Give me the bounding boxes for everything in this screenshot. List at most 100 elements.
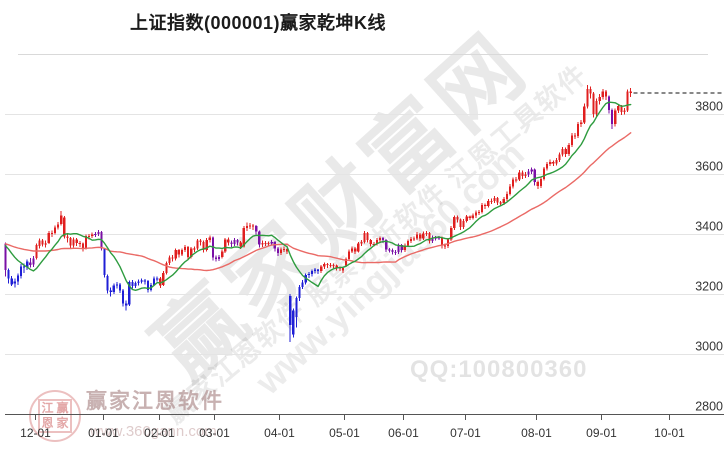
- candle-body: [183, 247, 187, 251]
- candle-body: [72, 239, 75, 246]
- candle-body: [419, 234, 422, 239]
- candle-body: [391, 249, 394, 252]
- candle-body: [484, 204, 487, 207]
- x-axis-label-09-01: 09-01: [586, 426, 617, 440]
- y-axis-label-2800: 2800: [695, 400, 723, 414]
- candle-body: [329, 264, 332, 266]
- candle-body: [320, 266, 323, 271]
- candle-body: [576, 124, 580, 136]
- candle-body: [295, 298, 298, 318]
- candle-body: [187, 247, 190, 257]
- candle-body: [570, 135, 573, 146]
- candle-body: [313, 269, 317, 272]
- candle-body: [221, 251, 224, 257]
- candle-body: [248, 225, 252, 227]
- candle-body: [239, 242, 242, 247]
- candle-body: [199, 240, 202, 243]
- candle-body: [403, 245, 406, 250]
- candle-body: [617, 106, 620, 111]
- candle-body: [431, 237, 434, 241]
- candle-body: [32, 258, 35, 265]
- candle-body: [118, 284, 122, 291]
- x-axis-label-12-01: 12-01: [20, 426, 51, 440]
- candle-body: [511, 179, 515, 187]
- candle-body: [47, 232, 50, 243]
- x-axis-ticks: 12-01 01-01 02-01 03-01 04-01 05-01 06-01 07-01…: [20, 414, 685, 440]
- candle-body: [443, 245, 447, 247]
- y-axis-label-3800: 3800: [695, 100, 723, 114]
- candle-body: [385, 240, 388, 250]
- candle-body: [481, 204, 484, 213]
- candle-body: [539, 179, 543, 186]
- candle-body: [378, 237, 382, 240]
- candle-body: [106, 276, 109, 291]
- candle-body: [527, 171, 530, 175]
- candle-body: [561, 149, 564, 155]
- candle-body: [567, 145, 570, 155]
- candle-body: [468, 216, 471, 218]
- candle-body: [156, 278, 159, 280]
- candle-body: [217, 256, 221, 259]
- candle-body: [394, 252, 397, 253]
- candle-body: [26, 261, 29, 267]
- candle-body: [397, 245, 400, 252]
- candle-body: [555, 159, 558, 164]
- seal-char: 家: [56, 416, 69, 430]
- candle-body: [422, 233, 425, 239]
- candle-body: [357, 243, 360, 252]
- candle-body: [193, 248, 196, 250]
- candle-body: [143, 280, 146, 282]
- candle-body: [245, 226, 249, 228]
- candle-body: [152, 278, 156, 285]
- candle-body: [122, 290, 125, 304]
- candle-body: [252, 225, 255, 227]
- chart-title: 上证指数(000001)赢家乾坤K线: [129, 13, 387, 33]
- candle-body: [614, 110, 617, 125]
- candle-body: [354, 248, 357, 252]
- candle-body: [13, 281, 16, 284]
- seal-logo-characters: 江 赢 恩 家: [38, 399, 72, 433]
- candle-body: [171, 257, 174, 259]
- candle-body: [453, 217, 456, 228]
- candle-body: [282, 249, 286, 250]
- candle-body: [335, 265, 338, 268]
- candle-body: [165, 263, 168, 273]
- candle-body: [258, 231, 261, 245]
- candle-body: [180, 250, 184, 255]
- candle-body: [190, 248, 193, 257]
- candle-body: [264, 243, 267, 244]
- candle-body: [66, 236, 69, 239]
- candle-body: [196, 240, 199, 249]
- candle-body: [508, 186, 512, 194]
- candle-body: [97, 231, 100, 234]
- candle-body: [375, 240, 378, 244]
- candle-body: [549, 162, 552, 164]
- overlay-long-ma: [4, 132, 632, 272]
- candle-body: [499, 202, 502, 204]
- candle-body: [428, 233, 431, 241]
- candle-body: [524, 174, 527, 176]
- candle-body: [177, 250, 180, 255]
- candle-body: [224, 239, 227, 252]
- x-axis-label-10-01: 10-01: [654, 426, 685, 440]
- candle-body: [211, 237, 214, 258]
- candle-body: [552, 162, 555, 164]
- candle-body: [366, 233, 369, 240]
- candle-body: [307, 273, 310, 276]
- candle-body: [456, 217, 459, 220]
- candle-body: [168, 257, 171, 264]
- candle-body: [487, 201, 490, 207]
- candle-body: [607, 96, 611, 111]
- candle-body: [19, 266, 23, 276]
- watermark-brand-url: www.360gann.com: [90, 423, 217, 440]
- candle-body: [437, 237, 440, 239]
- candle-body: [279, 249, 283, 254]
- candle-body: [137, 281, 140, 284]
- candle-body: [465, 216, 468, 221]
- candle-body: [134, 283, 137, 286]
- candle-body: [236, 240, 239, 243]
- candle-body: [81, 243, 84, 249]
- candle-body: [341, 268, 344, 271]
- candle-body: [496, 198, 499, 203]
